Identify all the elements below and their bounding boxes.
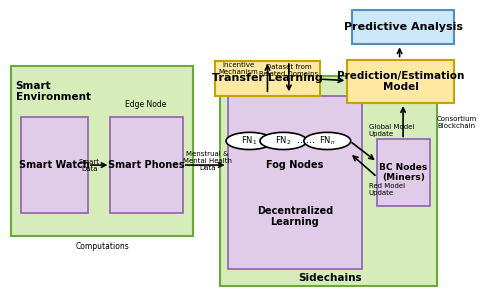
- Ellipse shape: [260, 132, 307, 150]
- Text: ......: ......: [297, 135, 315, 145]
- Text: Smart Phones: Smart Phones: [108, 160, 185, 170]
- Bar: [20, 117, 88, 213]
- Text: Incentive
Mechanism: Incentive Mechanism: [218, 62, 258, 75]
- Text: Red Model
Update: Red Model Update: [368, 183, 405, 196]
- Text: Menstrual &
Mental Health
Data: Menstrual & Mental Health Data: [183, 151, 232, 171]
- Ellipse shape: [304, 132, 350, 150]
- Text: Dataset from
Related Domains: Dataset from Related Domains: [260, 64, 318, 77]
- Bar: [215, 61, 320, 96]
- Text: Smart
Data: Smart Data: [79, 158, 100, 171]
- Text: Decentralized
Learning: Decentralized Learning: [257, 205, 333, 227]
- Ellipse shape: [226, 132, 273, 150]
- Text: Sidechains: Sidechains: [298, 273, 362, 283]
- Text: Consortium
Blockchain: Consortium Blockchain: [437, 116, 477, 129]
- Text: Predictive Analysis: Predictive Analysis: [344, 22, 463, 32]
- Text: Prediction/Estimation
Model: Prediction/Estimation Model: [337, 71, 464, 92]
- Text: Transfer Learning: Transfer Learning: [212, 73, 323, 83]
- Text: Smart Watch: Smart Watch: [19, 160, 90, 170]
- Text: Edge Node: Edge Node: [124, 100, 166, 109]
- Text: Fog Nodes: Fog Nodes: [266, 160, 324, 170]
- Bar: [10, 65, 192, 236]
- Text: BC Nodes
(Miners): BC Nodes (Miners): [379, 163, 428, 182]
- Bar: [110, 117, 182, 213]
- Bar: [220, 76, 437, 286]
- Bar: [347, 59, 455, 103]
- Text: Smart
Environment: Smart Environment: [16, 81, 90, 102]
- Text: FN$_n$: FN$_n$: [319, 135, 336, 147]
- Bar: [377, 139, 430, 206]
- Text: Global Model
Update: Global Model Update: [368, 124, 414, 137]
- Bar: [228, 96, 362, 269]
- Bar: [352, 10, 454, 45]
- Text: Computations: Computations: [76, 242, 130, 251]
- Text: FN$_2$: FN$_2$: [275, 135, 291, 147]
- Text: FN$_1$: FN$_1$: [242, 135, 258, 147]
